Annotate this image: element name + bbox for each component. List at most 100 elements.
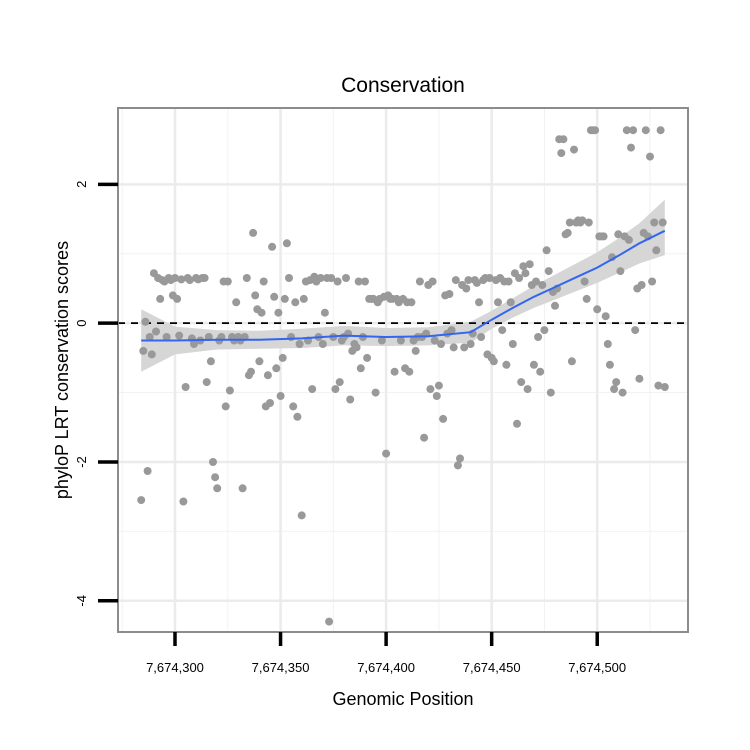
y-tick-label: -2 xyxy=(74,456,89,468)
data-point xyxy=(618,388,627,397)
data-point xyxy=(356,364,365,373)
data-point xyxy=(141,317,150,326)
data-point xyxy=(190,340,198,348)
data-point xyxy=(477,333,486,341)
data-point xyxy=(631,326,640,335)
y-tick-label: 2 xyxy=(74,181,89,188)
data-point xyxy=(546,388,555,397)
data-point xyxy=(173,294,182,303)
data-point xyxy=(570,145,578,154)
data-point xyxy=(536,367,545,376)
data-point xyxy=(291,298,300,307)
data-point xyxy=(472,278,481,287)
data-point xyxy=(396,336,405,345)
data-point xyxy=(475,298,483,307)
data-point xyxy=(211,473,220,482)
data-point xyxy=(612,378,621,387)
data-point xyxy=(641,126,650,135)
data-point xyxy=(559,135,568,144)
data-point xyxy=(658,218,667,227)
data-point xyxy=(622,126,631,135)
points-layer xyxy=(137,126,669,626)
data-point xyxy=(624,235,633,244)
data-point xyxy=(318,340,327,348)
data-point xyxy=(652,246,661,255)
data-point xyxy=(453,461,462,470)
grid xyxy=(118,108,688,632)
data-point xyxy=(506,298,515,307)
data-point xyxy=(456,454,464,463)
data-point xyxy=(411,346,420,355)
data-point xyxy=(342,274,350,282)
data-point xyxy=(289,402,298,411)
data-point xyxy=(390,367,399,376)
data-point xyxy=(605,360,614,369)
data-point xyxy=(485,274,494,282)
data-point xyxy=(249,228,258,237)
data-point xyxy=(582,294,591,303)
data-point xyxy=(382,449,391,458)
data-point xyxy=(274,308,283,317)
data-point xyxy=(515,274,524,282)
x-tick-label: 7,674,500 xyxy=(568,660,626,675)
data-point xyxy=(420,433,429,442)
data-point xyxy=(603,340,612,348)
y-axis-label: phyloP LRT conservation scores xyxy=(52,241,72,499)
data-point xyxy=(371,388,380,397)
data-point xyxy=(137,496,146,505)
data-point xyxy=(147,350,156,359)
data-point xyxy=(280,294,289,303)
x-tick-label: 7,674,300 xyxy=(146,660,204,675)
data-point xyxy=(206,357,215,366)
data-point xyxy=(282,239,291,248)
data-point xyxy=(534,333,543,341)
data-point xyxy=(257,308,266,317)
x-axis: 7,674,300 7,674,350 7,674,400 7,674,450 7,67… xyxy=(146,632,626,675)
data-point xyxy=(179,497,188,506)
data-point xyxy=(437,340,445,348)
data-point xyxy=(650,218,659,227)
data-point xyxy=(601,312,610,321)
data-point xyxy=(460,343,469,352)
data-point xyxy=(584,218,593,227)
data-point xyxy=(578,216,587,225)
data-point xyxy=(540,326,549,335)
data-point xyxy=(185,276,194,285)
data-point xyxy=(223,277,232,286)
data-point xyxy=(363,353,372,362)
data-point xyxy=(270,292,279,301)
data-point xyxy=(610,385,619,394)
data-point xyxy=(567,357,576,366)
data-point xyxy=(299,294,308,303)
data-point xyxy=(251,291,260,300)
data-point xyxy=(405,367,414,376)
data-point xyxy=(551,301,559,310)
data-point xyxy=(143,467,152,475)
data-point xyxy=(529,360,538,369)
y-tick-label: 0 xyxy=(74,320,89,327)
data-point xyxy=(232,298,241,307)
data-point xyxy=(255,357,264,366)
data-point xyxy=(532,277,540,286)
data-point xyxy=(504,277,513,286)
data-point xyxy=(285,274,293,282)
data-point xyxy=(635,374,644,383)
data-point xyxy=(145,333,154,341)
data-point xyxy=(439,414,448,423)
data-point xyxy=(327,274,336,282)
data-point xyxy=(521,269,530,278)
x-tick-label: 7,674,400 xyxy=(357,660,415,675)
data-point xyxy=(494,298,502,307)
x-axis-label: Genomic Position xyxy=(332,689,473,709)
data-point xyxy=(447,326,456,335)
data-point xyxy=(407,298,416,307)
plot-panel-border xyxy=(117,107,689,633)
data-point xyxy=(542,246,551,255)
smooth-line xyxy=(141,229,666,342)
data-point xyxy=(175,331,184,340)
data-point xyxy=(156,294,165,303)
data-point xyxy=(266,399,274,407)
data-point xyxy=(430,336,439,345)
chart-title: Conservation xyxy=(341,74,465,97)
